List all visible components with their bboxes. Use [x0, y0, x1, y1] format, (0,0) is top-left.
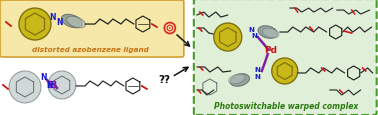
- Ellipse shape: [67, 17, 85, 29]
- FancyBboxPatch shape: [0, 1, 184, 57]
- Text: distorted azobenzene ligand: distorted azobenzene ligand: [33, 46, 149, 52]
- Ellipse shape: [61, 15, 82, 29]
- Text: N: N: [50, 13, 56, 22]
- Ellipse shape: [230, 74, 249, 87]
- Ellipse shape: [214, 24, 242, 52]
- Circle shape: [169, 28, 170, 30]
- Ellipse shape: [9, 71, 41, 103]
- Ellipse shape: [48, 71, 76, 99]
- Text: Photoswitchable warped complex: Photoswitchable warped complex: [214, 101, 358, 110]
- Text: N: N: [252, 33, 258, 39]
- Text: N: N: [255, 66, 261, 72]
- Text: Pd: Pd: [264, 46, 277, 55]
- Ellipse shape: [258, 26, 277, 39]
- Text: N: N: [249, 27, 255, 33]
- Text: N: N: [47, 80, 53, 89]
- Text: N: N: [57, 18, 63, 27]
- FancyBboxPatch shape: [194, 0, 376, 115]
- Ellipse shape: [262, 29, 279, 39]
- Text: ??: ??: [158, 74, 170, 84]
- Text: N: N: [255, 73, 261, 79]
- Ellipse shape: [19, 9, 51, 41]
- Text: N: N: [41, 72, 47, 81]
- Ellipse shape: [229, 75, 245, 84]
- Ellipse shape: [272, 59, 298, 84]
